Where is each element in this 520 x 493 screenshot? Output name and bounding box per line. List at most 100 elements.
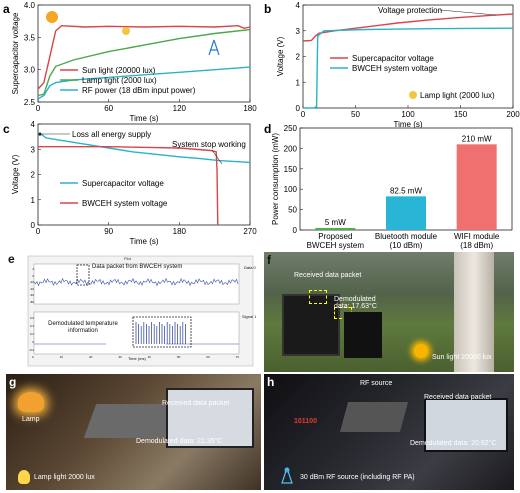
- yticks-bottom: 0.6 0.4 0.2 0 -0.2: [28, 316, 34, 352]
- panel-label-c: c: [3, 122, 10, 136]
- ytick-label: 3: [296, 27, 301, 36]
- series-line-2: [37, 28, 251, 97]
- panel-label-a: a: [3, 2, 10, 16]
- category-label: (10 dBm): [390, 241, 423, 250]
- legend-label-c: Supercapacitor voltage: [82, 179, 164, 188]
- xtick-label: 0: [36, 104, 41, 113]
- annotation-arrow: [439, 9, 497, 16]
- annotation-lamp: Lamp light (2000 lux): [420, 91, 495, 100]
- xtick-label: 60: [104, 104, 113, 113]
- waveform-xlabel: Time (ms): [128, 356, 146, 361]
- category-label: WIFI module: [454, 232, 500, 241]
- top-annotation: Data packet from BWCEH system: [92, 264, 183, 270]
- laptop-screen: [424, 398, 508, 452]
- legend-label-a: RF power (18 dBm input power): [82, 86, 196, 95]
- antenna-icon: [208, 39, 220, 56]
- panel-f: f Received data packet Demodulated data:…: [264, 252, 514, 372]
- ytick-label: 200: [284, 144, 298, 153]
- series-line-2: [38, 145, 219, 226]
- ytick-label: 0: [296, 104, 301, 113]
- device-board: [339, 402, 409, 432]
- x-axis-label: Time (s): [393, 120, 422, 129]
- ytick-label: 2: [31, 171, 36, 180]
- plot-frame-a: [37, 4, 251, 103]
- device-board: [83, 404, 177, 438]
- panel-label-f: f: [267, 253, 271, 267]
- ytick-label: 50: [288, 206, 297, 215]
- ytick-label: 2: [296, 53, 301, 62]
- ytick-label: 250: [284, 124, 298, 133]
- ytick-label: 4: [31, 120, 36, 129]
- panel-e: e Plot Data packet from BWCEH system Dem…: [6, 252, 261, 372]
- waveform-title: Plot: [124, 256, 131, 261]
- legend-signal1: Signal 1: [242, 314, 257, 319]
- received-label: Received data packet: [424, 394, 492, 401]
- bar: [386, 196, 426, 230]
- sun-icon: [414, 344, 428, 358]
- series-line-1: [37, 24, 251, 90]
- received-label: Received data packet: [162, 400, 230, 407]
- received-label: Received data packet: [294, 272, 362, 279]
- panel-label-d: d: [264, 122, 271, 136]
- annotation-arrow: [211, 149, 223, 165]
- xtick-label: 120: [173, 104, 187, 113]
- series-line-1: [302, 13, 514, 42]
- source-label: Lamp light 2000 lux: [34, 474, 95, 481]
- received-box: [309, 290, 327, 304]
- demod-label: Demodulated data: 21.35°C: [136, 438, 223, 445]
- xtick-label: 0: [301, 110, 306, 119]
- x-axis-label: Time (s): [129, 114, 158, 123]
- y-axis-label: Power consumption (mW): [271, 133, 280, 225]
- annotation-voltage-protection: Voltage protection: [378, 6, 442, 15]
- tree-trunk: [454, 252, 494, 372]
- xtick-label: 200: [506, 110, 520, 119]
- ytick-label: 1: [31, 196, 36, 205]
- receiver-unit: [344, 312, 382, 358]
- ytick-label: 150: [284, 165, 298, 174]
- annotation-dot: [38, 132, 42, 136]
- lamp-icon: [122, 27, 130, 35]
- category-label: Proposed: [318, 232, 352, 241]
- ytick-label: 3: [31, 145, 36, 154]
- lamp-icon: [18, 392, 44, 412]
- series-line-1: [37, 133, 251, 164]
- panel-label-b: b: [264, 2, 271, 16]
- xtick-label: 50: [351, 110, 360, 119]
- annotation-loss: Loss all energy supply: [72, 130, 151, 139]
- legend-label-b: BWCEH system voltage: [352, 64, 438, 73]
- rf-label: RF source: [360, 380, 393, 387]
- demod-label: Demodulated data: 17.63°C: [334, 296, 377, 310]
- legend-label-b: Supercapacitor voltage: [352, 54, 434, 63]
- waveform-plot: [27, 255, 254, 367]
- y-axis-label: Supercapacitor voltage: [11, 12, 20, 94]
- source-label: Sun light 20000 lux: [432, 354, 492, 361]
- ytick-label: 4.0: [24, 1, 36, 10]
- bar: [315, 227, 356, 230]
- yticks-top: 4 0 -20 -40 -60 -80: [29, 267, 34, 304]
- ytick-label: 0: [31, 221, 36, 230]
- xtick-label: 270: [243, 227, 257, 236]
- category-label: (18 dBm): [460, 241, 493, 250]
- bar: [456, 144, 497, 230]
- series-line-3: [37, 66, 251, 100]
- xtick-label: 0: [36, 227, 41, 236]
- category-label: Bluetooth module: [375, 232, 438, 241]
- ytick-label: 3.0: [24, 66, 36, 75]
- bulb-icon: [18, 470, 30, 484]
- tower-icon: [280, 466, 294, 484]
- panel-h: h RF source 101100 Received data packet …: [264, 374, 514, 490]
- xticks: 0 10 20 30 40 50 60 70: [32, 355, 239, 359]
- bar-value-label: 210 mW: [462, 134, 492, 143]
- panel-g: g Lamp Received data packet Demodulated …: [6, 374, 261, 490]
- xtick-label: 180: [243, 104, 257, 113]
- ytick-label: 0: [293, 226, 298, 235]
- bar-value-label: 82.5 mW: [390, 186, 422, 195]
- panel-label-g: g: [9, 375, 17, 389]
- xtick-label: 90: [104, 227, 113, 236]
- sun-icon: [46, 11, 58, 23]
- lamp-icon: [409, 91, 417, 99]
- code-label: 101100: [294, 418, 317, 425]
- x-axis-label: Time (s): [129, 237, 158, 246]
- ytick-label: 4: [296, 1, 301, 10]
